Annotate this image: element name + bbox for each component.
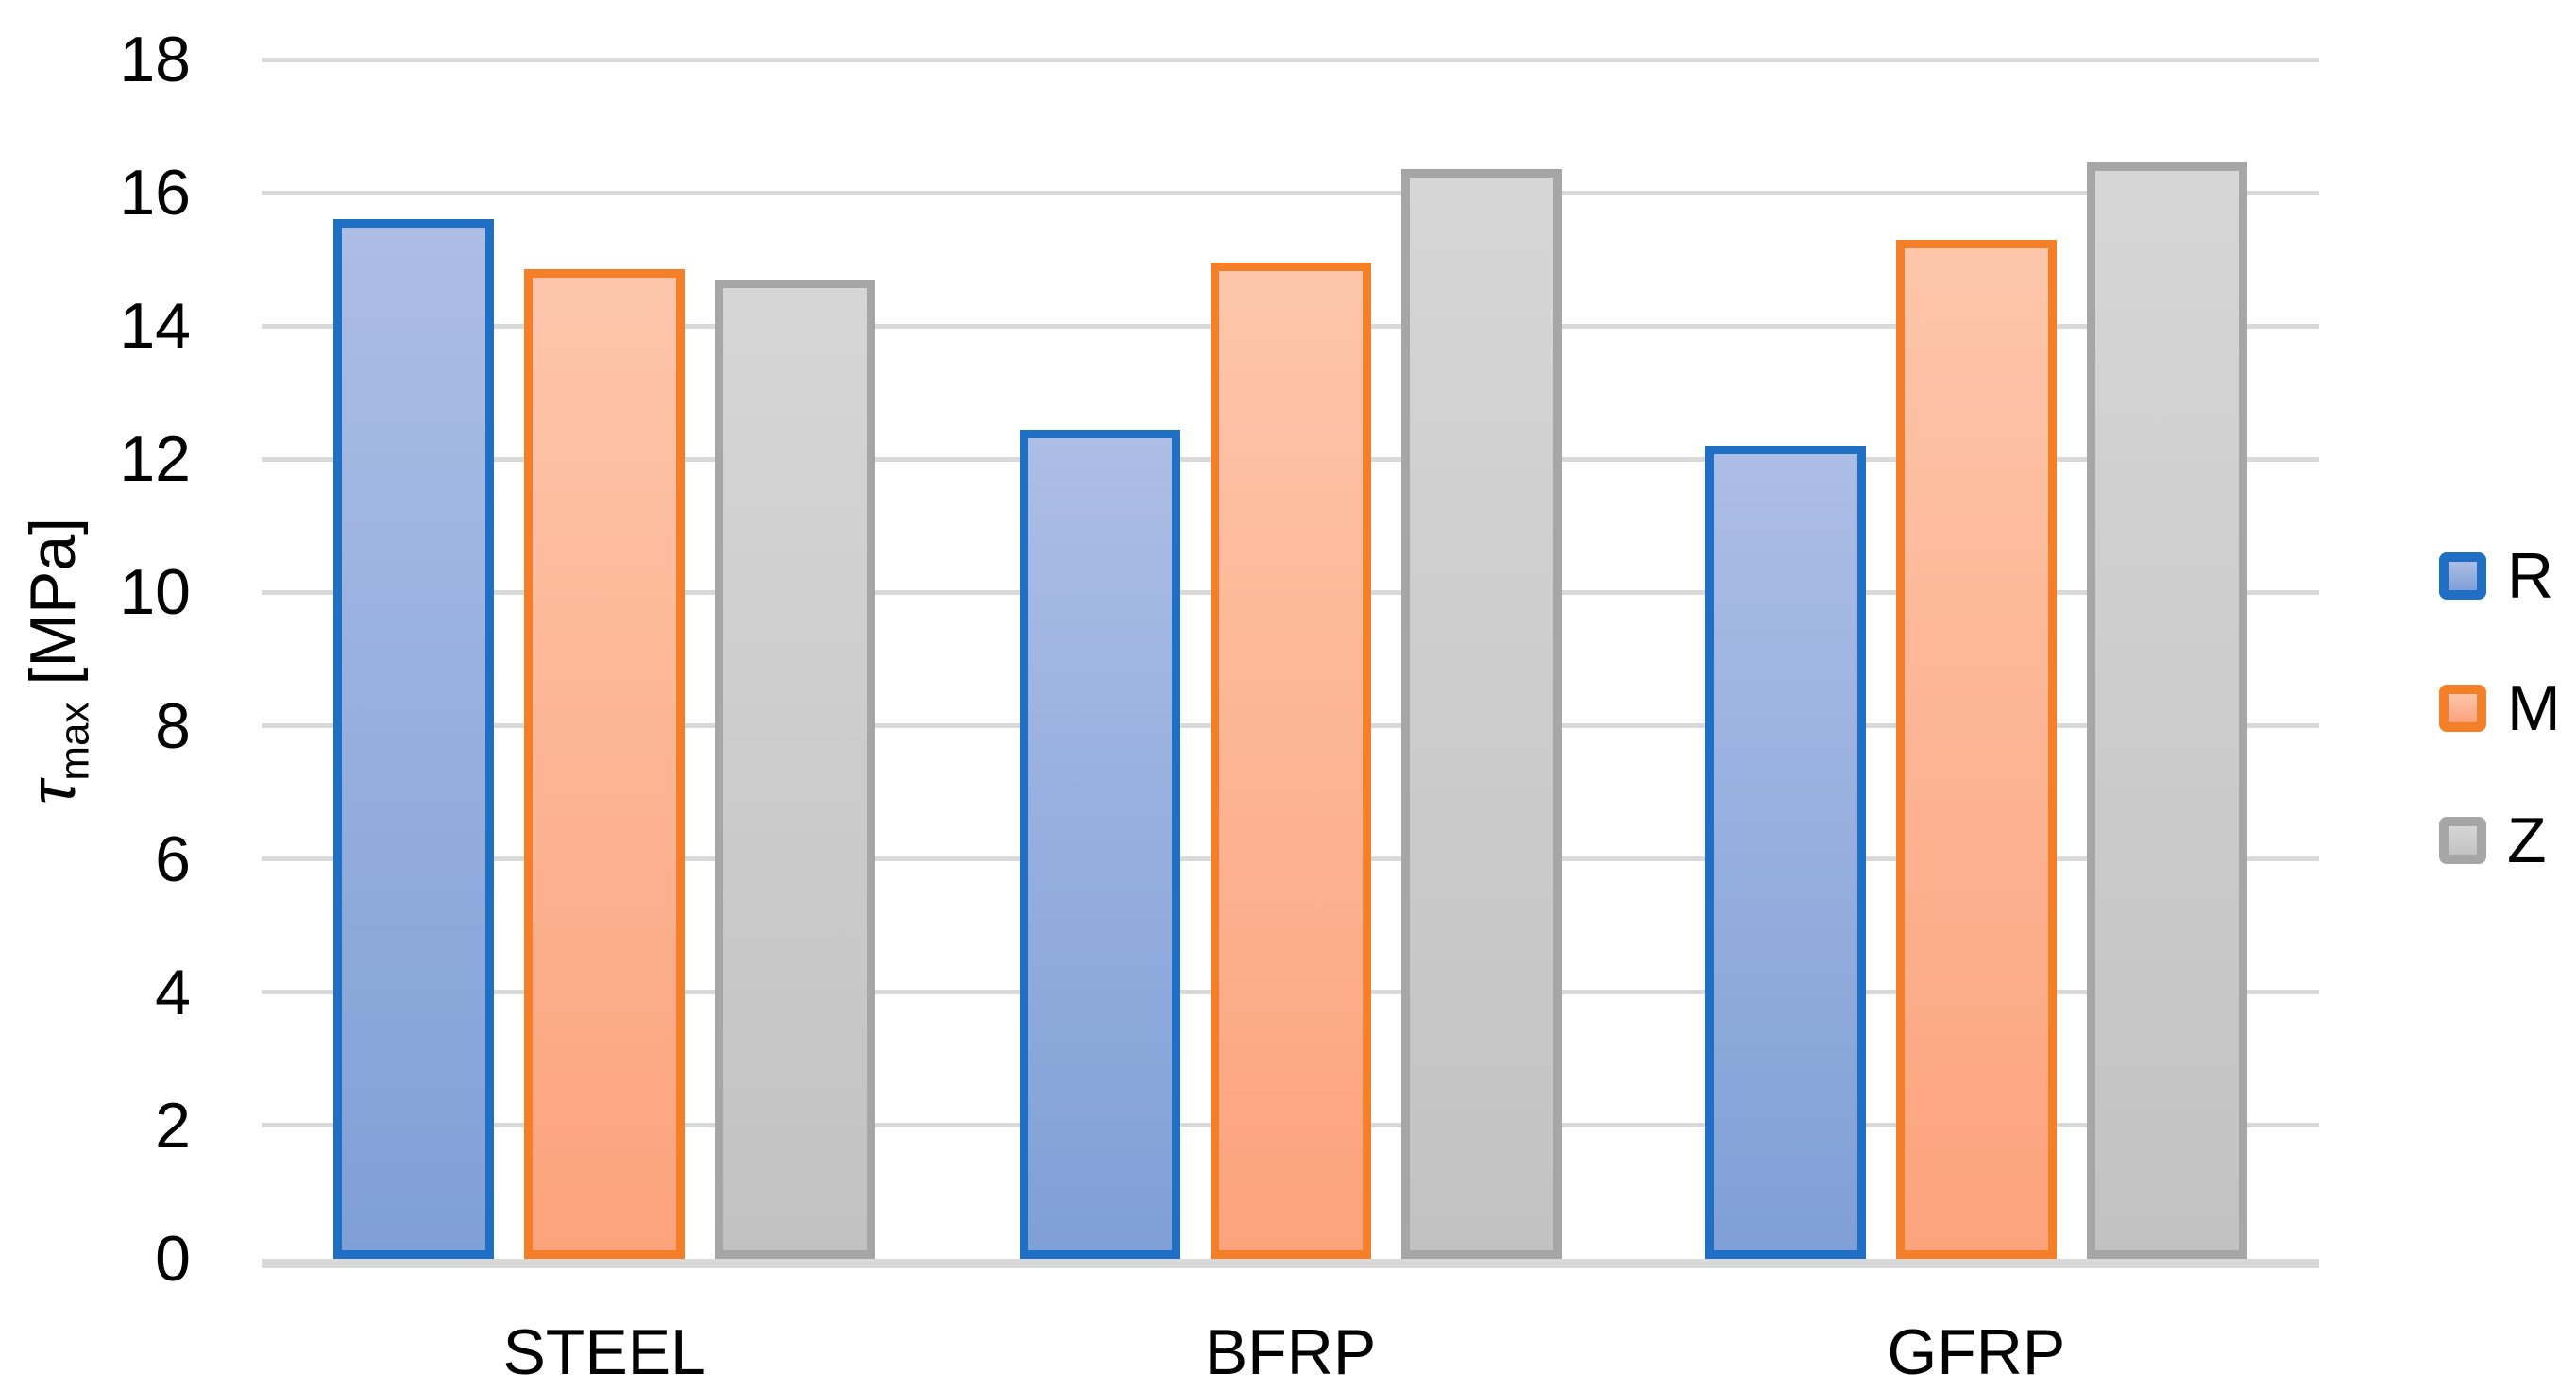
legend-swatch-z [2439, 817, 2486, 864]
bar-steel-m [524, 269, 686, 1259]
legend-item-z: Z [2439, 808, 2547, 873]
y-tick-label-8: 8 [155, 689, 191, 762]
bar-gfrp-z [2086, 162, 2247, 1259]
y-tick-label-4: 4 [155, 956, 191, 1028]
bar-gfrp-m [1895, 239, 2057, 1259]
y-tick-label-10: 10 [119, 556, 191, 629]
legend-swatch-m [2439, 685, 2486, 732]
legend-item-m: M [2439, 676, 2561, 740]
gridline-16 [262, 190, 2319, 195]
y-tick-label-16: 16 [119, 157, 191, 229]
x-category-label-bfrp: BFRP [1204, 1316, 1377, 1388]
y-tick-label-6: 6 [155, 822, 191, 895]
legend-label-m: M [2507, 672, 2561, 744]
bar-steel-r [333, 219, 495, 1259]
bar-bfrp-m [1210, 263, 1371, 1259]
x-category-label-gfrp: GFRP [1887, 1316, 2066, 1388]
gridline-18 [262, 57, 2319, 62]
legend-item-r: R [2439, 544, 2553, 608]
x-category-label-steel: STEEL [502, 1316, 706, 1388]
y-tick-label-18: 18 [119, 24, 191, 95]
y-tick-label-12: 12 [119, 423, 191, 496]
y-tick-label-2: 2 [155, 1089, 191, 1161]
bar-bfrp-r [1019, 429, 1180, 1259]
legend-label-r: R [2507, 540, 2554, 612]
y-tick-label-0: 0 [155, 1223, 191, 1295]
legend-swatch-r [2439, 552, 2486, 600]
bar-steel-z [715, 279, 876, 1259]
bar-bfrp-z [1400, 169, 1562, 1259]
legend-label-z: Z [2507, 805, 2547, 876]
y-tick-label-14: 14 [119, 290, 191, 363]
y-axis-symbol: τ [17, 780, 89, 805]
x-axis-line [262, 1259, 2319, 1268]
bar-gfrp-r [1704, 446, 1866, 1259]
